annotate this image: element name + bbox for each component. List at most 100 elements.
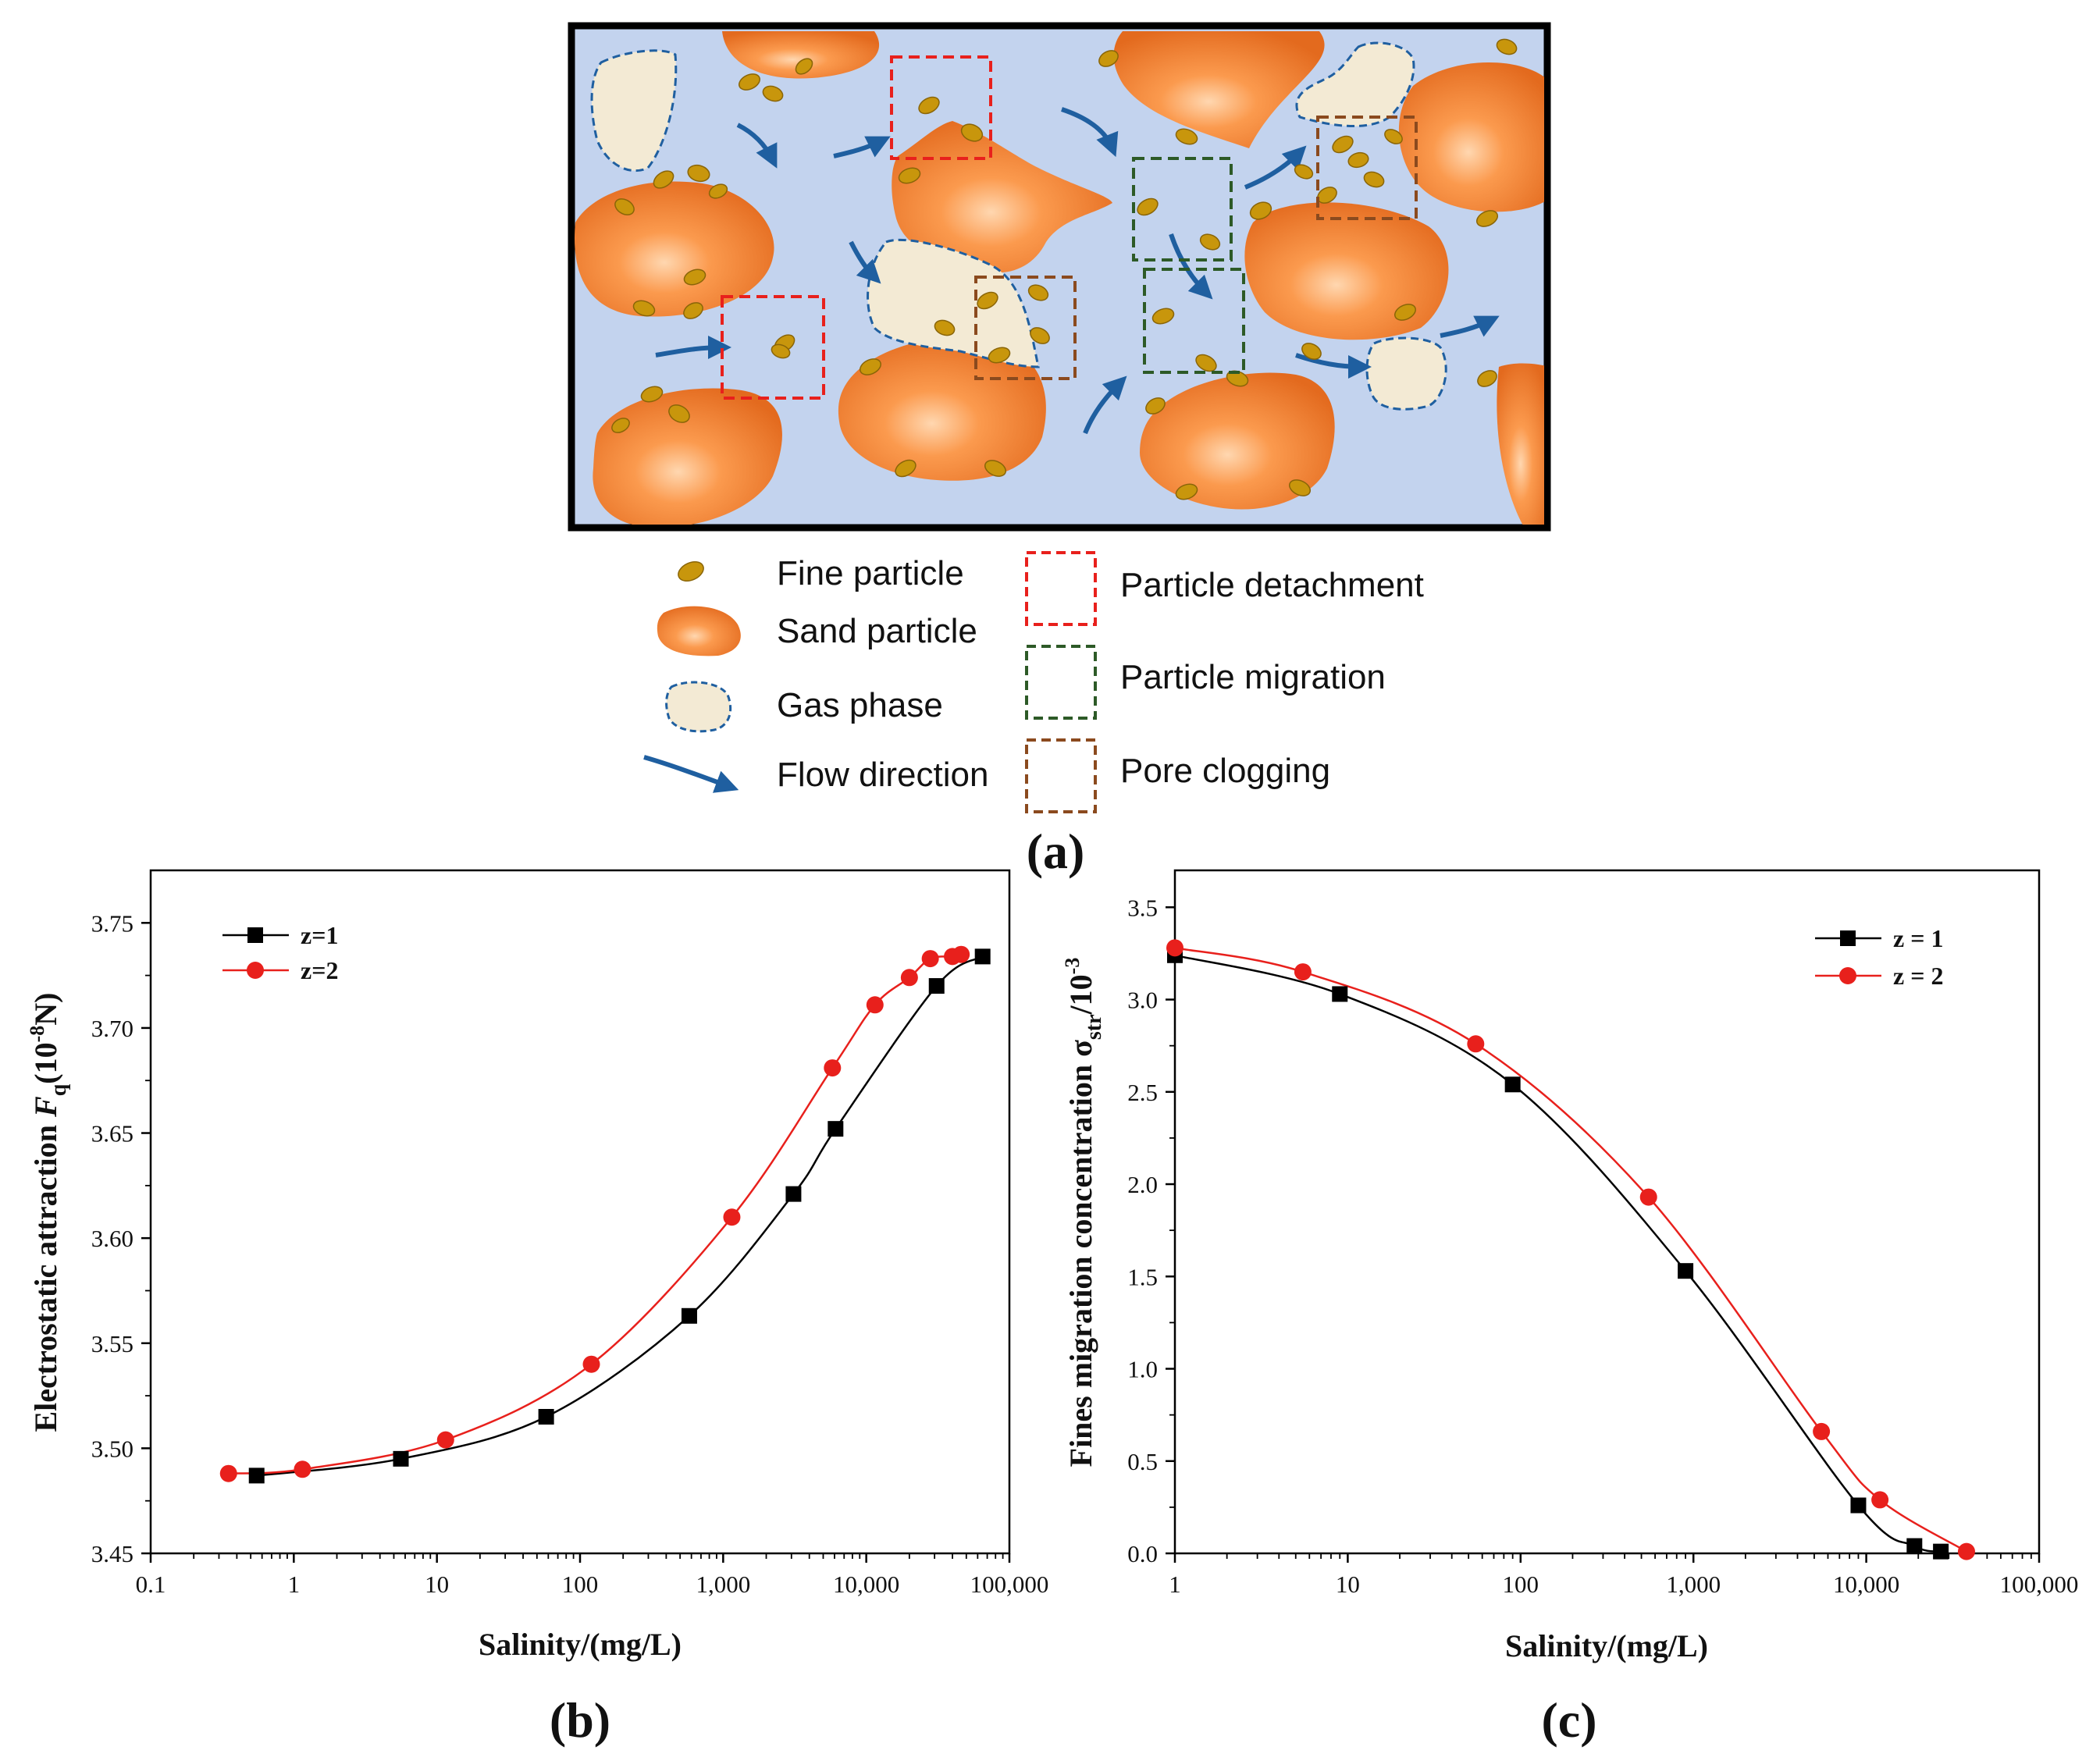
fine-particle [1175, 128, 1198, 145]
flow-arrow [655, 336, 731, 360]
sand-particle-legend-icon [657, 606, 741, 656]
x-tick-label: 10,000 [833, 1571, 899, 1598]
fine-particle [934, 319, 956, 336]
series-line-1 [256, 955, 984, 1477]
flow-arrow [1169, 233, 1213, 300]
y-tick-label: 2.5 [1127, 1079, 1158, 1106]
gas-bubble [1295, 41, 1415, 128]
y-tick-label: 3.75 [91, 909, 133, 937]
fine-particle [632, 300, 656, 317]
gas-phase-legend-icon [665, 681, 732, 733]
legend-particle-detachment: Particle detachment [1120, 566, 1424, 604]
legend-b-z1-label: z=1 [301, 921, 338, 949]
fine-particle [687, 164, 710, 183]
data-point-square [828, 1121, 844, 1137]
chart-b-legend: z=1 z=2 [222, 921, 338, 984]
flow-arrow [736, 123, 778, 169]
data-point-square [974, 948, 991, 965]
data-point-circle [921, 950, 939, 968]
x-tick-label: 0.1 [136, 1571, 166, 1598]
sand-particle [1398, 62, 1544, 212]
pore-clogging-legend-box [1025, 738, 1097, 813]
data-point-circle [436, 1431, 454, 1449]
x-tick-label: 1 [288, 1571, 301, 1598]
data-point-circle [294, 1460, 311, 1478]
chart-c-xlabel: Salinity/(mg/L) [1505, 1628, 1708, 1663]
legend-flow-direction: Flow direction [777, 756, 988, 794]
sand-particle [575, 181, 774, 317]
data-point-square [248, 1468, 265, 1484]
chart-b-frame [149, 869, 1011, 1555]
particle-detachment-legend-box [1025, 551, 1097, 626]
fine-particle [1151, 308, 1175, 325]
chart-b-ticks: 0.1 1 10 100 1,000 10,000 100,000 3.45 3.50 3.55 3… [91, 909, 1049, 1598]
flow-direction-legend-icon [643, 755, 739, 793]
fine-particle [739, 73, 760, 91]
chart-c-ticks: 1 10 100 1,000 10,000 100,000 0.0 0.5 1.0 1.5 2.0 2… [1127, 894, 2078, 1598]
fine-particle [1098, 50, 1119, 67]
legend-c-z2-label: z = 2 [1893, 962, 1943, 990]
y-tick-label: 3.45 [91, 1540, 133, 1567]
data-point-square [1678, 1263, 1694, 1279]
fine-particle [1199, 233, 1221, 251]
fine-particle [1145, 397, 1166, 414]
data-point-circle [1294, 963, 1312, 981]
fine-particle [762, 85, 784, 102]
fine-particle [771, 343, 791, 359]
legend-c-z2-marker [1839, 967, 1856, 984]
particle-migration-legend-box [1025, 645, 1097, 720]
x-tick-label: 1,000 [1666, 1571, 1721, 1598]
data-point-square [393, 1450, 409, 1467]
data-point-circle [952, 945, 970, 963]
fine-particle [977, 291, 998, 310]
fine-particle [1347, 151, 1369, 169]
y-tick-label: 3.60 [91, 1225, 133, 1252]
chart-c-curves [1174, 947, 1967, 1553]
fine-particle [1477, 370, 1497, 387]
x-tick-label: 10 [1336, 1571, 1360, 1598]
fine-particle [1289, 479, 1311, 496]
x-tick-label: 10 [425, 1571, 449, 1598]
x-tick-label: 100 [1503, 1571, 1539, 1598]
fine-particle-legend-icon [678, 560, 704, 582]
data-point-circle [582, 1355, 600, 1373]
data-point-square [681, 1307, 697, 1324]
x-tick-label: 1 [1169, 1571, 1181, 1598]
y-tick-label: 3.55 [91, 1330, 133, 1357]
schematic-panel [568, 22, 1551, 532]
schematic-legend: Fine particle Sand particle Gas phase Fl… [643, 551, 1424, 813]
chart-c: 1 10 100 1,000 10,000 100,000 0.0 0.5 1.0 1.5 2.0 2… [1061, 869, 2078, 1748]
sand-particle [838, 337, 1046, 481]
fine-particle [895, 459, 917, 478]
x-tick-label: 100 [562, 1571, 599, 1598]
y-tick-label: 0.0 [1127, 1540, 1158, 1567]
panel-label-b: (b) [550, 1692, 610, 1748]
chart-c-ylabel: Fines migration concentration σstr/10-3 [1061, 958, 1106, 1468]
sand-particle [1140, 372, 1335, 510]
y-tick-label: 2.0 [1127, 1171, 1158, 1198]
fine-particle [1294, 164, 1314, 180]
sand-particle [593, 388, 782, 525]
chart-b: 0.1 1 10 100 1,000 10,000 100,000 3.45 3.50 3.55 3… [26, 869, 1049, 1748]
fine-particle [683, 302, 703, 319]
legend-b-z1-marker [247, 927, 263, 943]
y-tick-label: 3.70 [91, 1015, 133, 1042]
x-tick-label: 10,000 [1833, 1571, 1899, 1598]
y-tick-label: 3.65 [91, 1120, 133, 1147]
x-tick-label: 100,000 [970, 1571, 1049, 1598]
y-tick-label: 3.50 [91, 1435, 133, 1462]
gas-bubble [867, 238, 1040, 368]
panel-label-c: (c) [1541, 1692, 1596, 1748]
gas-bubble [1365, 336, 1447, 411]
y-tick-label: 0.5 [1127, 1448, 1158, 1475]
series-line-1 [1174, 954, 1942, 1553]
data-point-circle [723, 1208, 741, 1226]
fine-particle [1496, 38, 1518, 55]
fine-particle [1249, 201, 1272, 220]
fine-particle [1394, 304, 1416, 321]
chart-c-frame [1173, 869, 2041, 1555]
legend-b-z2-marker [247, 962, 264, 979]
fine-particle [898, 167, 921, 184]
data-point-circle [866, 996, 884, 1014]
series-line-2 [228, 953, 962, 1475]
